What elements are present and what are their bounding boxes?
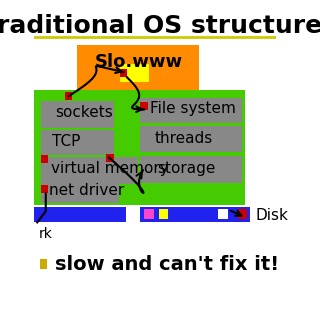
Bar [34, 207, 126, 222]
Bar [140, 98, 243, 123]
Text: net driver: net driver [49, 183, 124, 198]
Bar [218, 209, 228, 219]
Bar [140, 156, 243, 183]
Bar [41, 155, 48, 163]
Bar [144, 209, 154, 219]
Bar [238, 209, 247, 219]
Bar [140, 126, 243, 152]
Bar [159, 209, 168, 219]
Bar [140, 207, 250, 222]
Bar [140, 102, 148, 110]
Text: rk: rk [38, 227, 52, 241]
Text: threads: threads [155, 131, 213, 146]
Bar [41, 185, 48, 193]
Bar [41, 179, 119, 203]
Bar [65, 92, 72, 100]
Text: Slo.www: Slo.www [95, 53, 183, 71]
Bar [41, 130, 114, 155]
Bar [41, 157, 138, 184]
Bar [120, 64, 149, 82]
Bar [34, 90, 245, 205]
Bar [107, 154, 114, 162]
Bar [41, 101, 114, 128]
Text: slow and can't fix it!: slow and can't fix it! [55, 254, 280, 274]
Text: raditional OS structure: raditional OS structure [0, 14, 320, 38]
Text: virtual memory: virtual memory [51, 162, 168, 176]
Text: TCP: TCP [52, 134, 80, 149]
Text: File system: File system [150, 101, 236, 116]
Text: sockets: sockets [55, 105, 113, 120]
Bar [77, 45, 199, 90]
Bar [120, 69, 127, 77]
Text: storage: storage [157, 162, 216, 176]
Text: Disk: Disk [256, 208, 289, 222]
